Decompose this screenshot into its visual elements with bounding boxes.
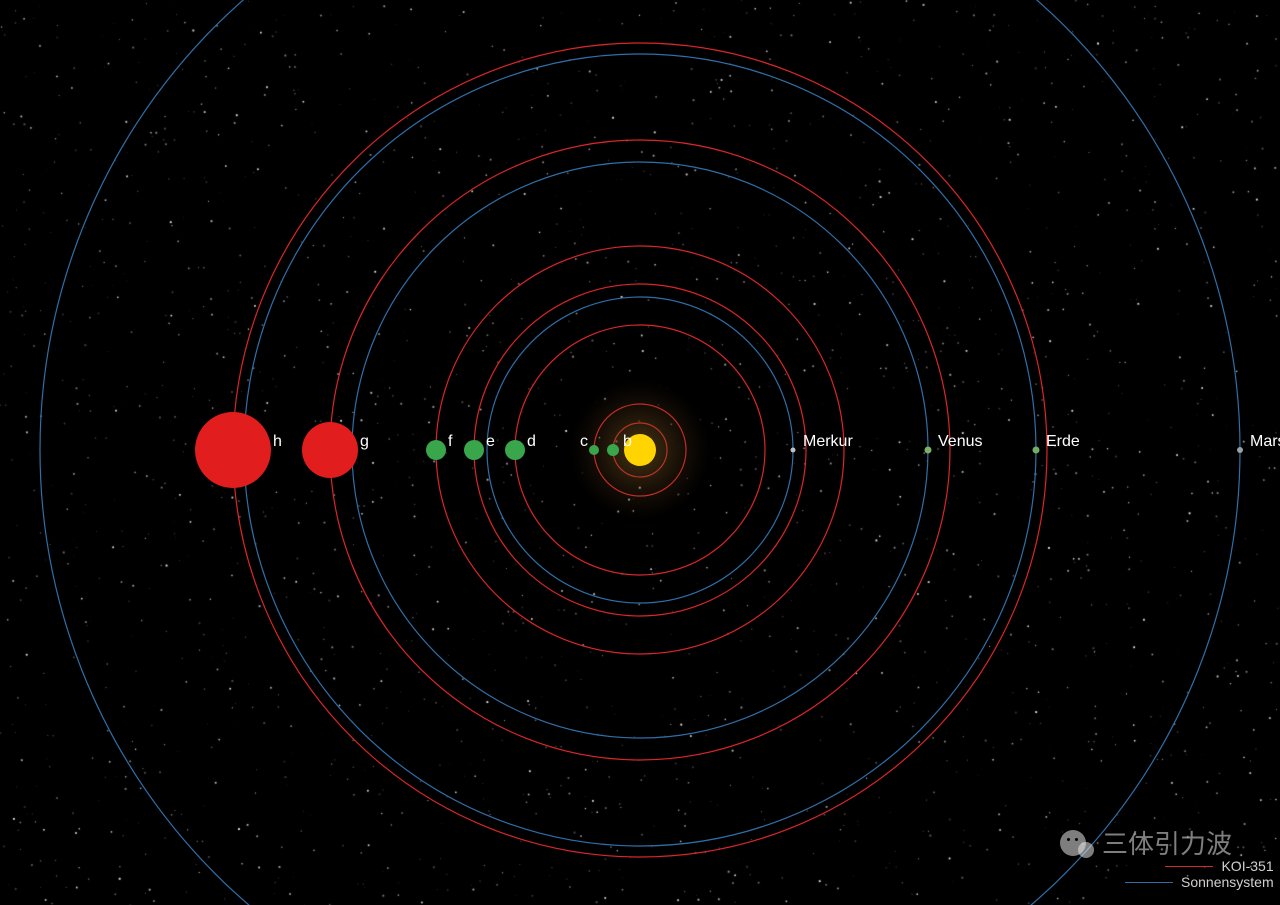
koi-label-e: e	[486, 433, 495, 451]
legend-item-1: Sonnensystem	[1125, 874, 1274, 890]
solar-planet-venus	[925, 447, 932, 454]
solar-label-venus: Venus	[938, 433, 982, 451]
koi-planet-b	[607, 444, 619, 456]
koi-planet-h	[195, 412, 271, 488]
solar-label-erde: Erde	[1046, 433, 1080, 451]
legend-swatch-1	[1125, 882, 1173, 883]
solar-label-mars: Mars	[1250, 433, 1280, 451]
koi-label-d: d	[527, 433, 536, 451]
watermark: 三体引力波	[1060, 824, 1232, 861]
koi-planet-e	[464, 440, 484, 460]
orbit-svg-layer	[0, 0, 1280, 905]
koi-label-f: f	[448, 433, 452, 451]
solar-system-planets	[791, 447, 1244, 454]
orbit-diagram: b c d e f g h Merkur Venus Erde Mars 三体引力波 KOI-351…	[0, 0, 1280, 905]
wechat-icon	[1060, 826, 1094, 860]
legend-swatch-0	[1165, 866, 1213, 867]
solar-planet-erde	[1033, 447, 1040, 454]
koi-label-g: g	[360, 433, 369, 451]
koi-label-h: h	[273, 433, 282, 451]
solar-planet-mars	[1237, 447, 1243, 453]
koi-planet-d	[505, 440, 525, 460]
koi-planet-f	[426, 440, 446, 460]
koi-label-c: c	[580, 433, 588, 451]
koi-351-planets	[195, 412, 619, 488]
solar-label-merkur: Merkur	[803, 433, 853, 451]
koi-planet-c	[589, 445, 599, 455]
solar-planet-merkur	[791, 448, 796, 453]
koi-planet-g	[302, 422, 358, 478]
legend-label-1: Sonnensystem	[1181, 874, 1274, 890]
legend: KOI-351Sonnensystem	[1125, 858, 1274, 890]
koi-label-b: b	[623, 433, 632, 451]
watermark-text: 三体引力波	[1102, 824, 1232, 861]
